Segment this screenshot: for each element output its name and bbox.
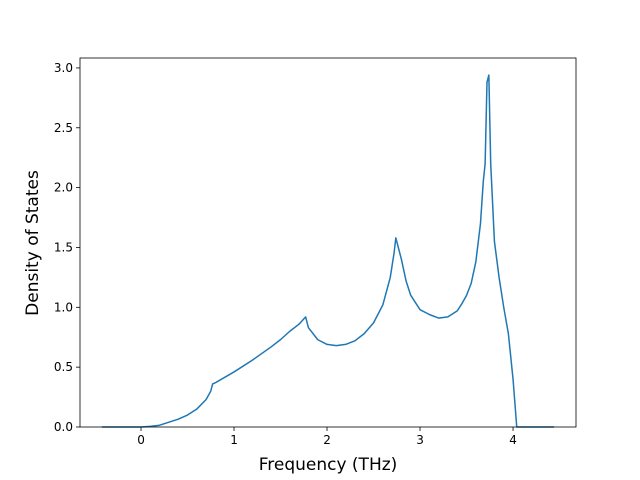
y-tick-label: 2.5 (54, 121, 73, 135)
line-series (101, 74, 554, 428)
x-tick-label: 4 (509, 433, 517, 447)
plot-frame (79, 57, 577, 428)
y-tick-label: 3.0 (54, 61, 73, 75)
x-axis-title: Frequency (THz) (259, 455, 398, 475)
x-tick-label: 0 (137, 433, 145, 447)
x-tick-label: 3 (416, 433, 424, 447)
y-tick-label: 2.0 (54, 181, 73, 195)
y-tick-label: 0.0 (54, 420, 73, 434)
y-axis-title: Density of States (23, 170, 43, 316)
x-tick-label: 2 (323, 433, 331, 447)
y-tick-label: 1.5 (54, 240, 73, 254)
y-tick-label: 0.5 (54, 360, 73, 374)
y-tick-label: 1.0 (54, 300, 73, 314)
x-tick-label: 1 (230, 433, 238, 447)
